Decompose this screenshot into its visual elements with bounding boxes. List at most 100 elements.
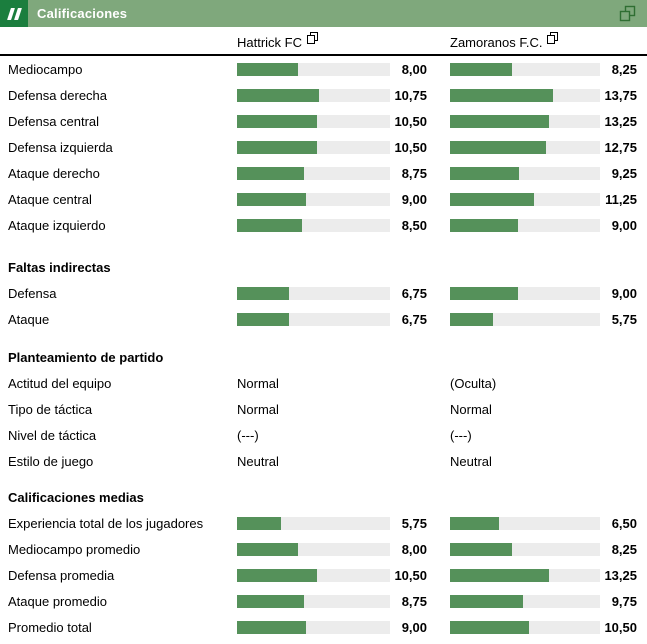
double-slash-icon [0,0,28,27]
rating-bar-home [237,192,390,206]
rating-bar-fill [237,286,289,300]
rating-bar-fill [237,62,299,76]
rating-bar-away [450,568,600,582]
ratings-sections: Mediocampo 8,00 8,25 Defensa derecha 10,75 13… [0,56,647,640]
open-in-new-window-icon[interactable] [303,31,318,47]
setting-value-home: Normal [237,401,279,417]
rating-value-home: 10,75 [394,87,427,103]
table-row: Ataque 6,75 5,75 [0,306,647,332]
rating-bar-fill [237,620,306,634]
row-label: Ataque izquierdo [8,217,106,233]
rating-bar-away [450,312,600,326]
rating-bar-home [237,516,390,530]
rating-value-home: 6,75 [401,285,427,301]
setting-value-away: Normal [450,401,492,417]
row-label: Defensa promedia [8,567,115,583]
column-headers: Hattrick FC Zamoranos F.C. [0,27,647,56]
row-label: Nivel de táctica [8,427,97,443]
rating-bar-fill [450,166,520,180]
rating-bar-away [450,594,600,608]
table-row: Defensa 6,75 9,00 [0,280,647,306]
table-row: Nivel de táctica (---) (---) [0,422,647,448]
rating-value-away: 13,25 [604,113,637,129]
table-row: Ataque derecho 8,75 9,25 [0,160,647,186]
setting-value-home: Normal [237,375,279,391]
copy-icon[interactable] [619,5,636,22]
rating-bar-away [450,516,600,530]
rating-bar-fill [450,594,524,608]
row-label: Experiencia total de los jugadores [8,515,204,531]
rating-bar-home [237,140,390,154]
table-row: Promedio total 9,00 10,50 [0,614,647,640]
row-label: Defensa [8,285,57,301]
rating-value-home: 5,75 [401,515,427,531]
rating-bar-home [237,286,390,300]
table-row: Mediocampo promedio 8,00 8,25 [0,536,647,562]
row-label: Ataque promedio [8,593,108,609]
rating-bar-fill [450,312,494,326]
rating-value-home: 10,50 [394,139,427,155]
row-label: Promedio total [8,619,92,635]
rating-value-away: 10,50 [604,619,637,635]
team-away-name: Zamoranos F.C. [450,34,543,50]
team-home-header: Hattrick FC [237,31,430,50]
row-label: Ataque [8,311,50,327]
rating-bar-fill [450,620,529,634]
rating-value-away: 9,00 [611,285,637,301]
rating-bar-home [237,312,390,326]
rating-bar-fill [450,114,550,128]
table-row: Defensa central 10,50 13,25 [0,108,647,134]
rating-bar-away [450,114,600,128]
setting-value-home: (---) [237,427,259,443]
rating-bar-fill [237,218,303,232]
rating-value-away: 11,25 [605,191,637,207]
rating-bar-fill [237,516,281,530]
row-label: Mediocampo promedio [8,541,141,557]
row-label: Ataque derecho [8,165,100,181]
rating-value-away: 9,25 [611,165,637,181]
rating-bar-fill [237,568,318,582]
rating-bar-fill [450,218,518,232]
rating-value-home: 6,75 [401,311,427,327]
setting-value-away: (---) [450,427,472,443]
row-label: Tipo de táctica [8,401,93,417]
rating-bar-fill [450,140,546,154]
table-row: Experiencia total de los jugadores 5,75 6,… [0,510,647,536]
slash-glyph [6,7,15,20]
rating-bar-fill [450,62,512,76]
rating-bar-fill [237,140,318,154]
setting-value-away: (Oculta) [450,375,497,391]
row-label: Actitud del equipo [8,375,112,391]
rating-value-home: 8,00 [401,61,427,77]
rating-bar-fill [450,568,550,582]
team-away-header: Zamoranos F.C. [450,31,647,50]
rating-value-away: 9,00 [611,217,637,233]
rating-value-home: 8,75 [401,165,427,181]
panel-title: Calificaciones [37,6,128,21]
rating-bar-home [237,620,390,634]
rating-bar-away [450,192,600,206]
rating-bar-fill [237,312,289,326]
row-label: Defensa izquierda [8,139,113,155]
open-in-new-window-icon[interactable] [543,31,559,47]
table-row: Defensa derecha 10,75 13,75 [0,82,647,108]
rating-value-home: 9,00 [401,191,427,207]
rating-bar-home [237,88,390,102]
panel-title-bar: Calificaciones [0,0,647,27]
rating-bar-away [450,140,600,154]
table-row: Estilo de juego Neutral Neutral [0,448,647,474]
rating-value-away: 8,25 [611,541,637,557]
rating-bar-fill [237,166,304,180]
rating-value-home: 8,75 [401,593,427,609]
rating-bar-fill [450,286,518,300]
rating-bar-away [450,542,600,556]
rating-value-home: 8,50 [401,217,427,233]
rating-bar-fill [450,542,512,556]
table-row: Ataque promedio 8,75 9,75 [0,588,647,614]
rating-bar-fill [237,114,318,128]
section-title: Faltas indirectas [8,259,111,275]
table-row: Ataque izquierdo 8,50 9,00 [0,212,647,238]
rating-value-away: 13,75 [604,87,637,103]
rating-bar-fill [450,192,535,206]
